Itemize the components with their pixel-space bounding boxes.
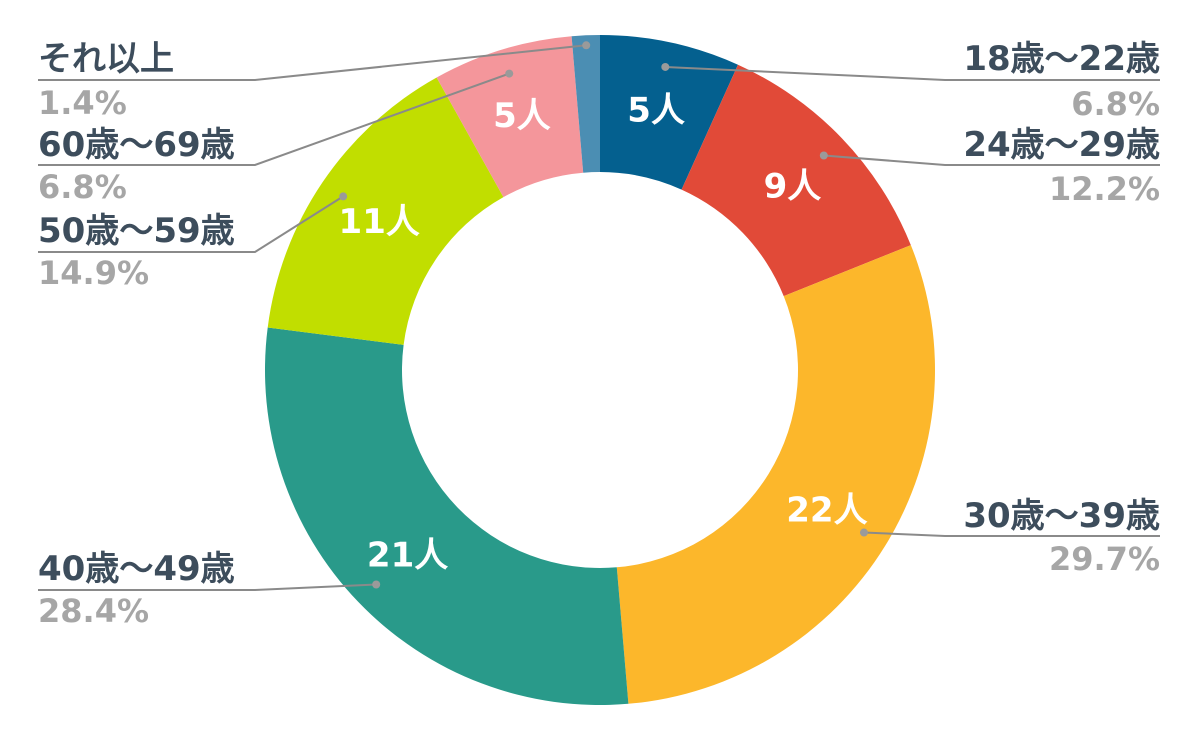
percent-label-2: 29.7% <box>1049 540 1160 578</box>
percent-label-0: 6.8% <box>1071 85 1160 123</box>
slice-6 <box>571 35 600 173</box>
value-label-4: 11人 <box>339 202 420 242</box>
percent-label-4: 14.9% <box>38 254 149 292</box>
percent-label-5: 6.8% <box>38 168 127 206</box>
value-label-2: 22人 <box>786 491 867 531</box>
leader-line-2 <box>863 531 1160 537</box>
value-label-0: 5人 <box>627 90 685 130</box>
percent-label-1: 12.2% <box>1049 170 1160 208</box>
leader-dot-3 <box>372 580 381 589</box>
slice-3 <box>265 327 629 705</box>
slice-4 <box>267 77 504 345</box>
slice-1 <box>681 64 911 297</box>
leader-dot-6 <box>582 41 591 50</box>
leader-dot-1 <box>819 151 828 160</box>
slice-0 <box>600 35 738 190</box>
leader-line-3 <box>38 583 377 591</box>
value-label-5: 5人 <box>493 96 551 136</box>
leader-line-0 <box>665 65 1160 81</box>
slice-5 <box>436 36 584 198</box>
leader-lines-group <box>38 41 1160 591</box>
leader-dot-0 <box>661 62 670 71</box>
value-labels-group: 5人 9人 22人 21人 11人 5人 <box>339 90 868 575</box>
category-label-6: それ以上 <box>38 39 174 79</box>
category-label-0: 18歳〜22歳 <box>963 39 1160 79</box>
category-label-2: 30歳〜39歳 <box>963 496 1160 536</box>
category-labels-group: 18歳〜22歳6.8%24歳〜29歳12.2%30歳〜39歳29.7%40歳〜4… <box>38 39 1160 630</box>
percent-label-3: 28.4% <box>38 592 149 630</box>
value-label-1: 9人 <box>764 167 822 207</box>
slice-2 <box>616 245 935 704</box>
leader-line-1 <box>823 154 1160 166</box>
value-label-3: 21人 <box>367 535 448 575</box>
category-label-1: 24歳〜29歳 <box>963 125 1160 165</box>
leader-line-5 <box>38 72 510 166</box>
category-label-3: 40歳〜49歳 <box>38 549 235 589</box>
leader-dot-5 <box>505 69 514 78</box>
category-label-4: 50歳〜59歳 <box>38 211 235 251</box>
leader-line-4 <box>38 195 344 253</box>
leader-dot-2 <box>859 528 868 537</box>
category-label-5: 60歳〜69歳 <box>38 125 235 165</box>
leader-line-6 <box>38 44 587 81</box>
slices-group <box>265 35 935 705</box>
leader-dot-4 <box>339 192 348 201</box>
percent-label-6: 1.4% <box>38 84 127 122</box>
